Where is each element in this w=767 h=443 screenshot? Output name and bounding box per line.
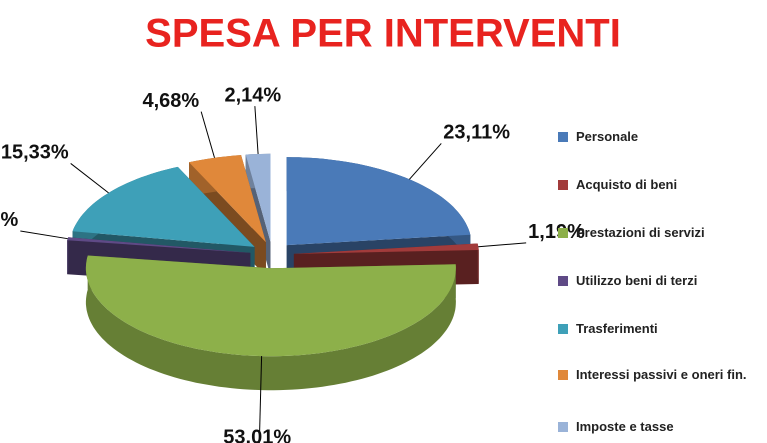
slice <box>189 155 266 243</box>
legend-label: Utilizzo beni di terzi <box>576 273 698 288</box>
slice <box>245 153 271 242</box>
leader-line <box>409 143 442 180</box>
legend-swatch <box>558 422 568 432</box>
slice-side <box>85 255 456 391</box>
legend-item: Utilizzo beni di terzi <box>558 272 763 289</box>
data-label: 4,68% <box>142 90 199 112</box>
legend-label: Prestazioni di servizi <box>576 225 705 240</box>
legend-swatch <box>558 370 568 380</box>
legend-item: Acquisto di beni <box>558 176 763 193</box>
slice-side <box>477 243 479 284</box>
data-label: 23,11% <box>443 122 510 144</box>
legend-label: Personale <box>576 129 639 144</box>
leader-line <box>20 230 68 240</box>
data-label: 53,01% <box>223 426 291 443</box>
data-label: 1,19% <box>528 221 585 243</box>
leader-line <box>258 356 263 443</box>
slice <box>85 255 456 357</box>
slice <box>67 237 251 253</box>
legend-item: Imposte e tasse <box>558 418 763 435</box>
chart-title: SPESA PER INTERVENTI <box>145 12 621 56</box>
legend-item: Personale <box>558 128 763 145</box>
legend-item: Prestazioni di servizi <box>558 224 763 241</box>
slice <box>72 166 255 247</box>
legend-label: Trasferimenti <box>576 321 658 336</box>
legend-label: Interessi passivi e oneri fin. <box>576 367 747 382</box>
legend-swatch <box>558 324 568 334</box>
slice <box>286 157 471 246</box>
legend-swatch <box>558 276 568 286</box>
legend-label: Imposte e tasse <box>576 419 674 434</box>
leader-line <box>200 111 215 158</box>
legend-swatch <box>558 180 568 190</box>
slice-side <box>67 237 69 275</box>
leader-line <box>70 163 109 194</box>
legend-swatch <box>558 228 568 238</box>
data-label: 15,33% <box>1 142 69 164</box>
data-label: 2,14% <box>225 84 282 106</box>
legend-item: Interessi passivi e oneri fin. <box>558 366 763 383</box>
legend-label: Acquisto di beni <box>576 177 678 192</box>
legend-swatch <box>558 132 568 142</box>
leader-line <box>478 242 527 248</box>
leader-line <box>254 106 259 155</box>
data-label: 0,55% <box>0 209 19 231</box>
legend-item: Trasferimenti <box>558 320 763 337</box>
slice <box>293 243 479 254</box>
